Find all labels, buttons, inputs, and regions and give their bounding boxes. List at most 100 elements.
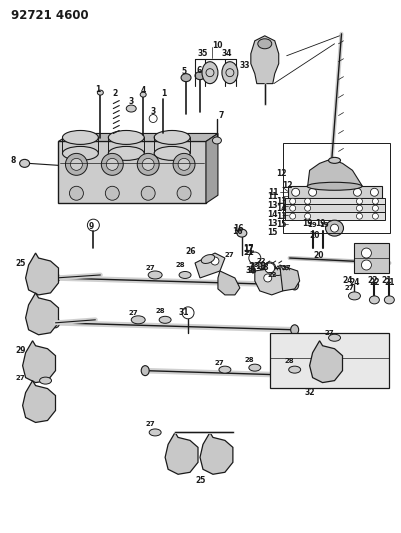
Ellipse shape <box>385 296 394 304</box>
Text: 12: 12 <box>282 181 292 190</box>
Polygon shape <box>59 141 206 203</box>
Text: 8: 8 <box>11 156 16 165</box>
Circle shape <box>356 205 363 211</box>
Text: 21: 21 <box>381 277 392 286</box>
Polygon shape <box>288 186 383 198</box>
Circle shape <box>65 154 87 175</box>
Circle shape <box>142 158 154 171</box>
Circle shape <box>87 219 99 231</box>
Circle shape <box>105 186 119 200</box>
Circle shape <box>101 154 123 175</box>
Text: 20: 20 <box>314 251 324 260</box>
Ellipse shape <box>365 373 373 383</box>
Text: 11: 11 <box>267 192 277 201</box>
Ellipse shape <box>202 62 218 84</box>
Text: 22: 22 <box>369 278 380 287</box>
Text: 28: 28 <box>155 308 165 314</box>
Text: 32: 32 <box>305 388 315 397</box>
Text: 19: 19 <box>303 219 313 228</box>
Circle shape <box>173 154 195 175</box>
Text: 2: 2 <box>112 89 117 98</box>
Circle shape <box>149 115 157 123</box>
Ellipse shape <box>195 71 205 79</box>
Circle shape <box>71 158 83 171</box>
Text: 16: 16 <box>232 227 242 236</box>
Text: 27: 27 <box>128 310 138 316</box>
Circle shape <box>305 213 311 219</box>
Text: 13: 13 <box>276 197 286 206</box>
Circle shape <box>356 213 363 219</box>
Ellipse shape <box>141 366 149 376</box>
Ellipse shape <box>179 271 191 278</box>
Ellipse shape <box>222 62 238 84</box>
Ellipse shape <box>63 131 98 144</box>
Text: 29: 29 <box>16 346 26 355</box>
Circle shape <box>371 188 379 196</box>
Text: 20: 20 <box>310 231 320 240</box>
Polygon shape <box>200 432 233 474</box>
Text: 33: 33 <box>240 61 250 70</box>
Ellipse shape <box>249 252 261 264</box>
Circle shape <box>290 198 296 204</box>
Ellipse shape <box>206 69 214 77</box>
Polygon shape <box>285 198 385 204</box>
Text: 3: 3 <box>128 97 134 106</box>
Text: 1: 1 <box>95 85 101 94</box>
Text: 19: 19 <box>320 222 329 228</box>
Text: 13: 13 <box>267 201 277 209</box>
Ellipse shape <box>51 273 59 283</box>
Circle shape <box>373 198 379 204</box>
Text: 12: 12 <box>276 169 286 178</box>
Ellipse shape <box>149 429 161 436</box>
Text: 13: 13 <box>267 219 277 228</box>
Ellipse shape <box>369 296 379 304</box>
Text: 1: 1 <box>161 89 166 98</box>
Text: 22: 22 <box>268 272 277 278</box>
Text: 23: 23 <box>250 262 259 268</box>
Ellipse shape <box>154 131 190 144</box>
Ellipse shape <box>258 39 272 49</box>
Polygon shape <box>251 36 279 84</box>
Text: 27: 27 <box>282 265 292 271</box>
Text: 18: 18 <box>255 262 265 271</box>
Text: 11: 11 <box>268 188 278 197</box>
Ellipse shape <box>97 90 103 95</box>
Text: 28: 28 <box>175 262 185 268</box>
Text: 16: 16 <box>233 224 243 232</box>
Ellipse shape <box>330 224 338 232</box>
Circle shape <box>305 205 311 211</box>
Text: 17: 17 <box>243 245 253 254</box>
Text: 35: 35 <box>198 49 209 58</box>
Text: 27: 27 <box>16 375 25 381</box>
Text: 5: 5 <box>181 67 186 76</box>
Circle shape <box>353 188 361 196</box>
Ellipse shape <box>226 69 234 77</box>
Circle shape <box>361 260 371 270</box>
Text: 19: 19 <box>316 219 326 228</box>
Text: 28: 28 <box>285 358 294 364</box>
Text: 34: 34 <box>222 49 233 58</box>
Polygon shape <box>22 341 55 383</box>
Text: 14: 14 <box>276 204 286 213</box>
Text: 7: 7 <box>219 111 224 120</box>
Ellipse shape <box>159 316 171 324</box>
Circle shape <box>361 248 371 258</box>
Text: 92721 4600: 92721 4600 <box>11 10 88 22</box>
Text: 14: 14 <box>267 209 277 219</box>
Text: 27: 27 <box>225 252 235 258</box>
Polygon shape <box>310 341 342 383</box>
Polygon shape <box>218 271 240 295</box>
Ellipse shape <box>213 137 221 144</box>
Ellipse shape <box>326 220 344 236</box>
Text: 27: 27 <box>215 360 225 366</box>
Ellipse shape <box>219 366 231 373</box>
Text: 22: 22 <box>257 258 266 264</box>
Polygon shape <box>59 133 218 141</box>
Text: 24: 24 <box>350 278 360 287</box>
Text: 30: 30 <box>246 266 256 276</box>
Circle shape <box>305 198 311 204</box>
Ellipse shape <box>328 334 340 341</box>
Ellipse shape <box>148 271 162 279</box>
Text: 26: 26 <box>185 247 196 255</box>
Ellipse shape <box>291 325 299 335</box>
